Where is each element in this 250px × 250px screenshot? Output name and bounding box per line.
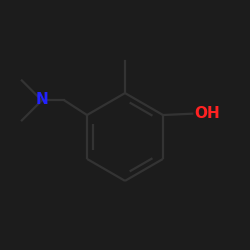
Text: OH: OH — [194, 106, 220, 121]
Text: N: N — [36, 92, 48, 106]
